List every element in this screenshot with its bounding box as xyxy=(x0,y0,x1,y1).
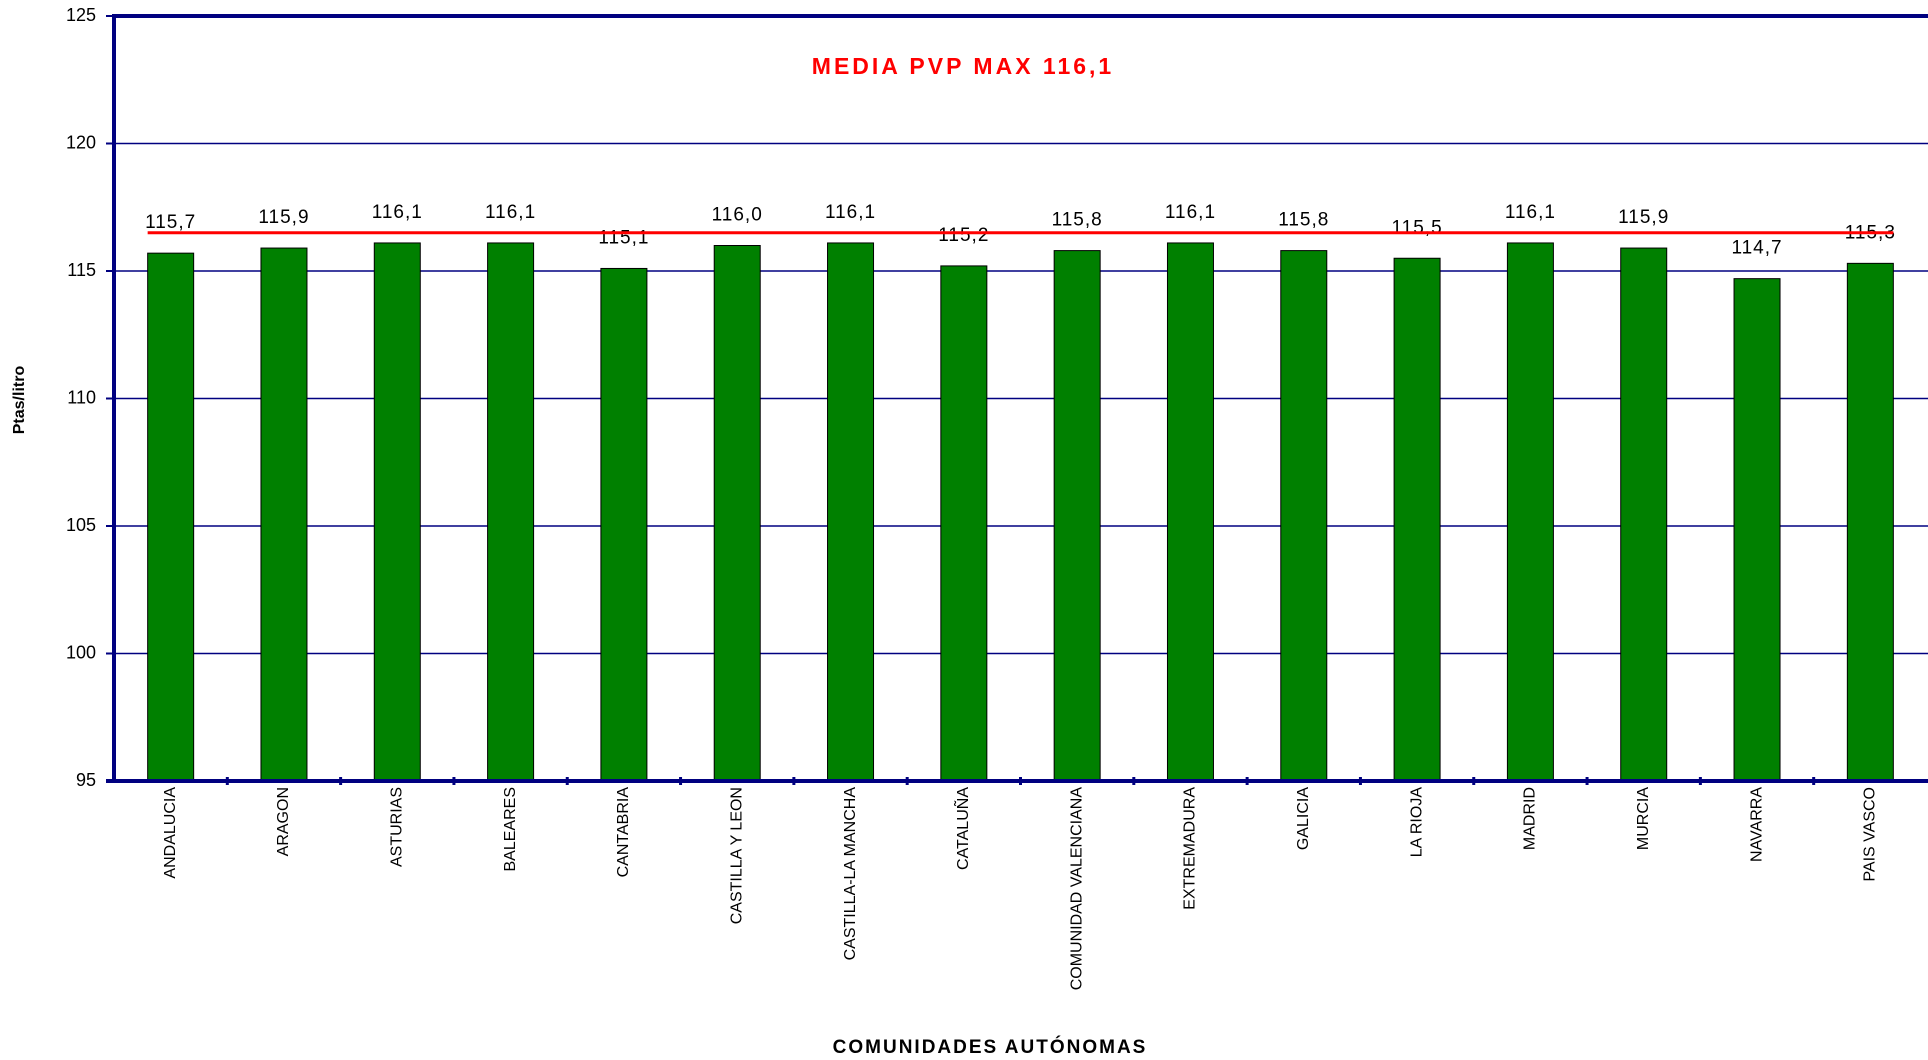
y-tick-label: 100 xyxy=(66,642,96,662)
bar xyxy=(147,252,195,782)
y-tick-label: 125 xyxy=(66,5,96,25)
bar xyxy=(1733,278,1781,782)
bar xyxy=(260,247,308,782)
bar xyxy=(713,245,761,782)
x-tick-label: COMUNIDAD VALENCIANA xyxy=(1068,787,1085,991)
data-label: 115,8 xyxy=(1278,210,1329,231)
data-label: 115,5 xyxy=(1392,217,1443,238)
y-tick-label: 115 xyxy=(67,260,96,280)
bar xyxy=(1393,257,1441,782)
x-tick-label: BALEARES xyxy=(502,787,519,871)
x-tick-label: EXTREMADURA xyxy=(1182,787,1199,910)
bar xyxy=(827,242,875,782)
x-tick-label: ANDALUCIA xyxy=(162,787,179,879)
bar xyxy=(1620,247,1668,782)
y-tick-label: 105 xyxy=(66,515,96,535)
x-tick-label: ASTURIAS xyxy=(389,787,406,867)
bar xyxy=(1506,242,1554,782)
data-label: 115,1 xyxy=(598,227,649,248)
data-label: 115,2 xyxy=(938,225,989,246)
bar xyxy=(1846,262,1894,782)
chart-title: MEDIA PVP MAX 116,1 xyxy=(812,53,1114,79)
bar xyxy=(940,265,988,782)
data-label: 115,7 xyxy=(145,212,196,233)
x-tick-label: CASTILLA-LA MANCHA xyxy=(842,787,859,961)
x-tick-label: GALICIA xyxy=(1295,787,1312,850)
x-tick-label: CATALUÑA xyxy=(952,787,972,870)
data-label: 115,9 xyxy=(258,207,309,228)
data-label: 115,8 xyxy=(1052,210,1103,231)
x-tick-label: PAIS VASCO xyxy=(1862,787,1879,882)
bar xyxy=(1166,242,1214,782)
data-label: 114,7 xyxy=(1731,238,1782,259)
x-tick-label: MADRID xyxy=(1522,787,1539,850)
x-tick-label: NAVARRA xyxy=(1748,787,1765,862)
bar xyxy=(373,242,421,782)
data-label: 116,1 xyxy=(1165,202,1216,223)
bar xyxy=(600,267,648,782)
y-tick-label: 110 xyxy=(67,387,96,407)
data-label: 116,0 xyxy=(712,205,763,226)
bar xyxy=(487,242,535,782)
x-tick-label: CANTABRIA xyxy=(615,787,632,878)
y-axis-label: Ptas/litro xyxy=(11,366,28,435)
x-tick-label: MURCIA xyxy=(1635,787,1652,850)
x-tick-label: CASTILLA Y LEON xyxy=(728,787,745,924)
bar xyxy=(1280,250,1328,782)
data-label: 116,1 xyxy=(372,202,423,223)
x-axis-label: COMUNIDADES AUTÓNOMAS xyxy=(833,1036,1148,1058)
data-label: 116,1 xyxy=(1505,202,1556,223)
y-tick-label: 95 xyxy=(76,770,96,790)
data-label: 116,1 xyxy=(825,202,876,223)
data-label: 115,9 xyxy=(1618,207,1669,228)
x-tick-label: LA RIOJA xyxy=(1408,787,1425,858)
x-tick-label: ARAGON xyxy=(275,787,292,856)
bar xyxy=(1053,250,1101,782)
y-tick-label: 120 xyxy=(66,132,96,152)
data-label: 116,1 xyxy=(485,202,536,223)
